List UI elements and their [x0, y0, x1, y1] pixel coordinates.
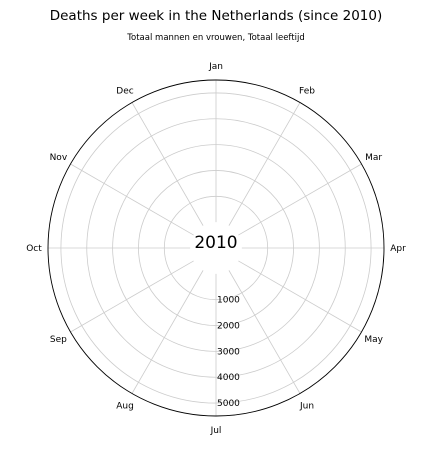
radial-tick-label-2000: 2000 — [217, 322, 240, 332]
spoke-nov — [70, 163, 194, 236]
polar-labels: Jan Feb Mar Apr May Jun Jul Aug Sep Oct Nov Dec 1000… — [26, 62, 406, 436]
month-label-jul: Jul — [210, 426, 222, 436]
month-label-oct: Oct — [26, 244, 42, 254]
radial-tick-label-4000: 4000 — [217, 373, 240, 383]
month-label-feb: Feb — [299, 86, 315, 96]
spoke-sep — [70, 260, 194, 333]
month-label-jun: Jun — [299, 402, 314, 412]
month-label-dec: Dec — [116, 86, 133, 96]
month-label-aug: Aug — [116, 402, 134, 412]
month-label-jan: Jan — [208, 62, 223, 72]
month-label-sep: Sep — [50, 335, 67, 345]
polar-frame — [47, 79, 385, 417]
radial-tick-label-3000: 3000 — [217, 347, 240, 357]
chart-title: Deaths per week in the Netherlands (sinc… — [50, 8, 383, 24]
radial-tick-label-1000: 1000 — [217, 296, 240, 306]
spoke-feb — [228, 102, 301, 226]
spoke-may — [238, 260, 362, 333]
chart-subtitle: Totaal mannen en vrouwen, Totaal leeftij… — [126, 33, 304, 43]
spoke-dec — [131, 102, 204, 226]
month-label-apr: Apr — [390, 244, 406, 254]
month-label-may: May — [364, 335, 383, 345]
month-label-nov: Nov — [50, 153, 68, 163]
spoke-aug — [131, 270, 204, 394]
center-year-label: 2010 — [194, 233, 237, 253]
radial-tick-label-5000: 5000 — [217, 399, 240, 409]
spoke-mar — [238, 163, 362, 236]
month-label-mar: Mar — [365, 153, 382, 163]
polar-grid — [47, 79, 385, 417]
spoke-jun — [228, 270, 301, 394]
